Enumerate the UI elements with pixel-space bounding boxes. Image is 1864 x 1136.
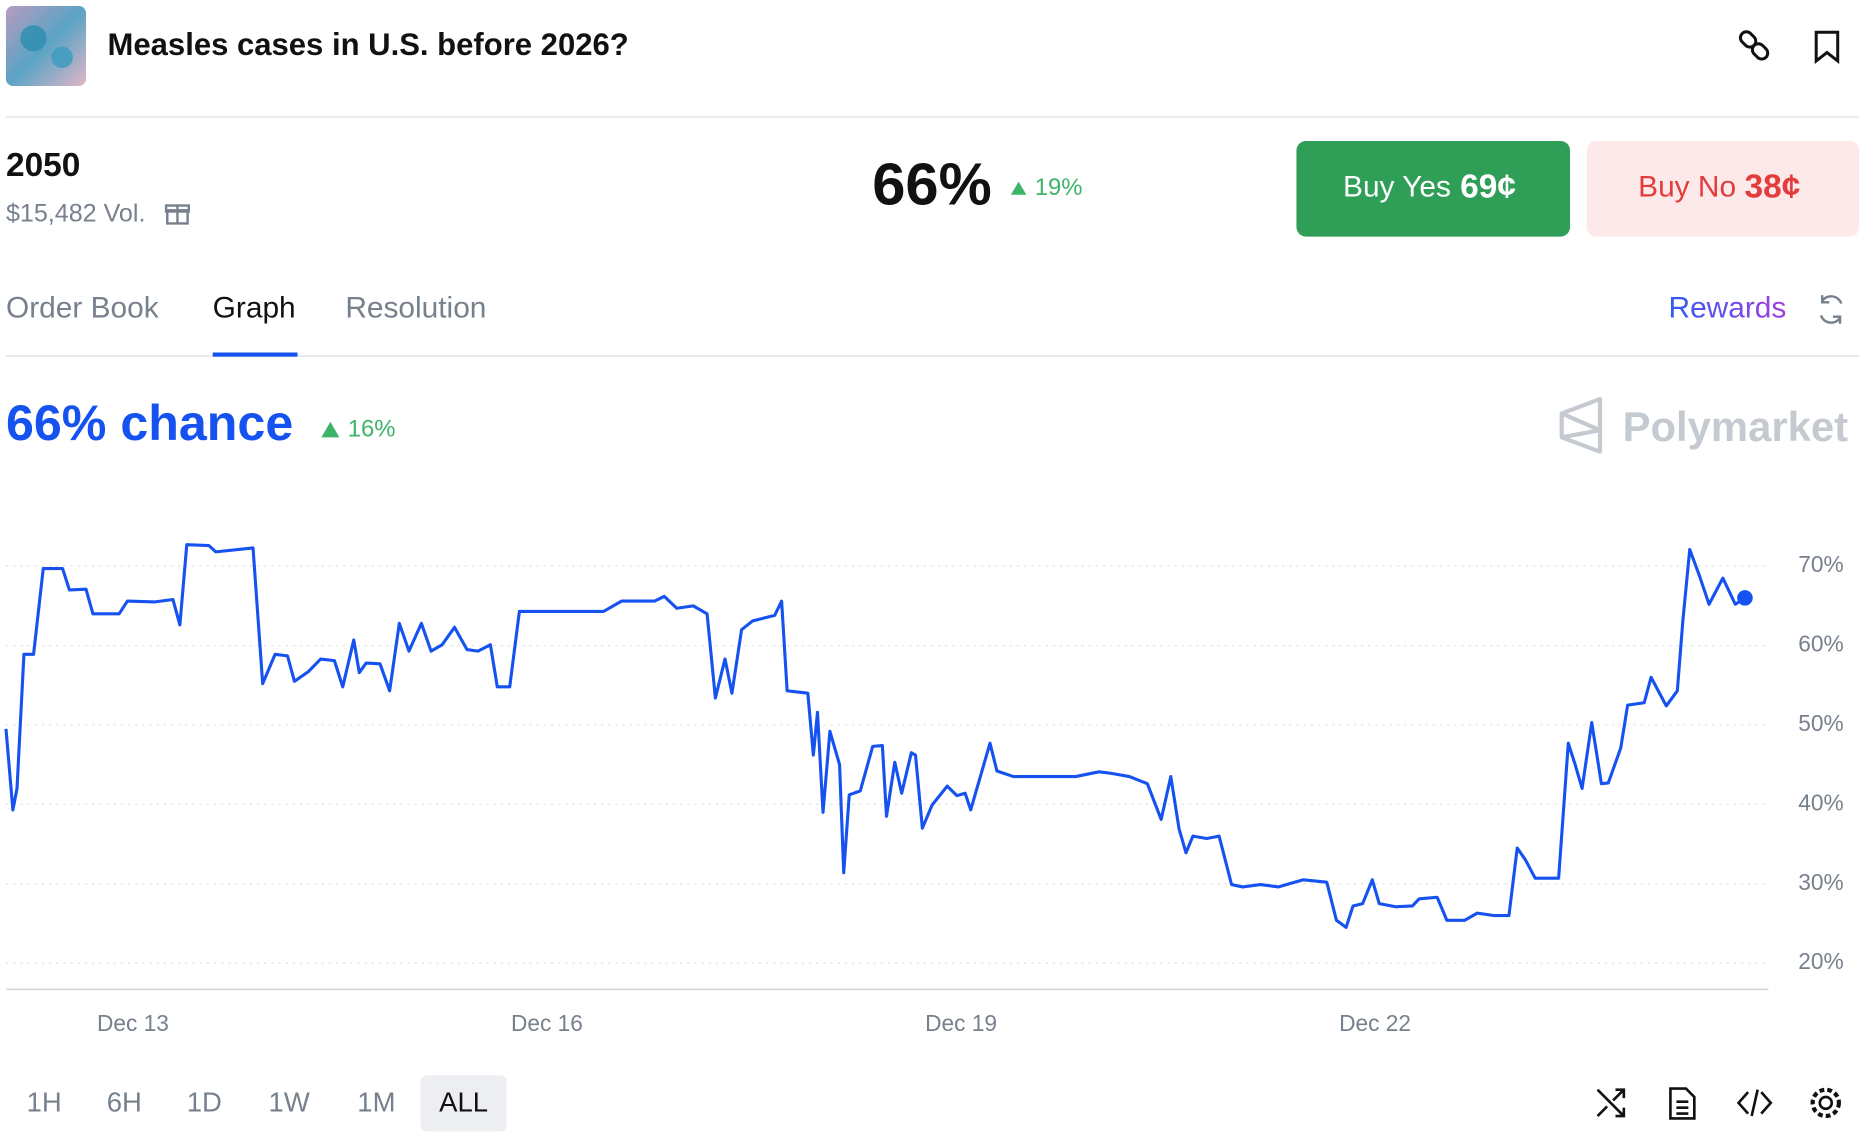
tab[interactable]: Resolution bbox=[345, 291, 486, 324]
range-button[interactable]: 1W bbox=[269, 1086, 310, 1117]
gift-icon bbox=[164, 204, 190, 225]
x-tick-label: Dec 19 bbox=[925, 1010, 997, 1036]
buy-no-button[interactable] bbox=[1586, 140, 1860, 237]
link-icon[interactable] bbox=[1738, 29, 1770, 61]
rewards-link[interactable]: Rewards bbox=[1669, 291, 1787, 324]
y-tick-label: 20% bbox=[1798, 948, 1843, 974]
tab-underline bbox=[212, 352, 298, 357]
x-tick-label: Dec 13 bbox=[97, 1010, 169, 1036]
range-button[interactable]: 1H bbox=[27, 1086, 62, 1117]
range-button[interactable]: 1M bbox=[357, 1086, 395, 1117]
range-button[interactable]: 6H bbox=[107, 1086, 142, 1117]
range-button[interactable]: ALL bbox=[439, 1086, 488, 1117]
buy-yes-label[interactable]: Buy Yes bbox=[1343, 171, 1451, 204]
last-point bbox=[1737, 590, 1753, 606]
volume: $15,482 Vol. bbox=[6, 200, 145, 228]
y-tick-label: 40% bbox=[1798, 789, 1843, 815]
x-tick-label: Dec 16 bbox=[511, 1010, 583, 1036]
chart-tools bbox=[1596, 1087, 1841, 1120]
settings-icon[interactable] bbox=[1810, 1087, 1841, 1119]
tab[interactable]: Order Book bbox=[6, 291, 159, 324]
buy-yes-price[interactable]: 69¢ bbox=[1460, 169, 1516, 206]
refresh-icon[interactable] bbox=[1819, 295, 1843, 324]
range-button-active[interactable] bbox=[420, 1075, 507, 1132]
y-tick-label: 30% bbox=[1798, 869, 1843, 895]
market-thumbnail bbox=[5, 5, 87, 87]
bookmark-icon[interactable] bbox=[1814, 30, 1840, 64]
document-icon[interactable] bbox=[1669, 1087, 1696, 1120]
tab-active[interactable]: Graph bbox=[213, 291, 296, 324]
range-button[interactable]: 1D bbox=[187, 1086, 222, 1117]
brand-logo bbox=[1559, 396, 1603, 454]
shuffle-icon[interactable] bbox=[1596, 1088, 1626, 1118]
y-tick-label: 50% bbox=[1798, 710, 1843, 736]
chart-title: 66% chance bbox=[6, 395, 293, 451]
y-tick-label: 60% bbox=[1798, 631, 1843, 657]
up-triangle bbox=[1010, 181, 1027, 195]
market-title: Measles cases in U.S. before 2026? bbox=[108, 27, 629, 62]
settings-icon[interactable] bbox=[1818, 1095, 1834, 1111]
range-selector: 1H 6H 1D 1W 1M ALL bbox=[27, 1075, 507, 1132]
price-line bbox=[4, 543, 1746, 929]
buy-no-label[interactable]: Buy No bbox=[1638, 171, 1736, 204]
buy-yes-button[interactable] bbox=[1296, 140, 1571, 237]
y-tick-label: 70% bbox=[1798, 551, 1843, 577]
up-triangle bbox=[321, 421, 340, 438]
thumbnail-virus bbox=[20, 25, 47, 52]
price: 66% bbox=[872, 151, 992, 218]
x-tick-label: Dec 22 bbox=[1339, 1010, 1411, 1036]
plot: 20% 30% 40% 50% 60% 70% Dec 13 Dec 16 Dec 19 Dec … bbox=[4, 543, 1844, 1036]
outcome-name: 2050 bbox=[6, 147, 80, 184]
price-change: 19% bbox=[1035, 174, 1083, 201]
brand-name: Polymarket bbox=[1623, 403, 1849, 450]
buy-no-price[interactable]: 38¢ bbox=[1745, 169, 1801, 206]
chart-change: 16% bbox=[348, 415, 396, 442]
embed-icon[interactable] bbox=[1736, 1089, 1773, 1117]
thumbnail-virus bbox=[51, 46, 73, 69]
